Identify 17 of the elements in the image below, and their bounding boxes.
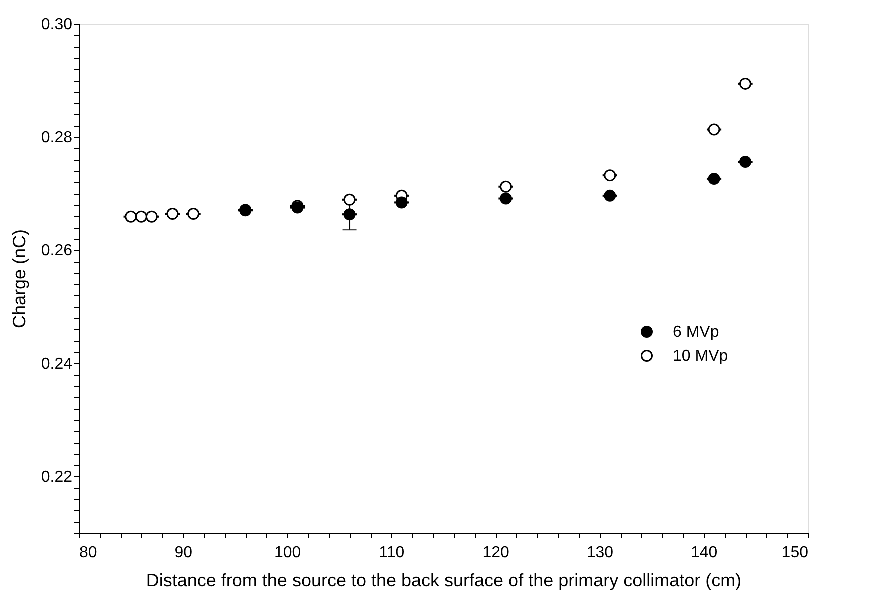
y-tick-label: 0.22 [41,468,73,486]
y-tick-label: 0.26 [41,242,73,260]
legend-label: 10 MVp [673,348,728,365]
x-tick-label: 80 [80,544,98,562]
y-axis-title: Charge (nC) [9,229,30,329]
x-tick-label: 140 [691,544,718,562]
y-tick-label: 0.24 [41,356,73,373]
x-tick-label: 150 [782,544,809,562]
x-tick-label: 120 [482,544,510,562]
y-tick-label: 0.28 [41,130,73,147]
legend-label: 6 MVp [673,324,720,341]
x-tick-label: 100 [274,544,302,562]
x-tick-label: 130 [586,544,614,562]
x-tick-label: 110 [379,544,405,562]
y-tick-label: 0.30 [41,16,73,34]
x-tick-label: 90 [174,544,193,562]
x-axis-title: Distance from the source to the back surface of the primary collimator (cm) [146,570,742,590]
